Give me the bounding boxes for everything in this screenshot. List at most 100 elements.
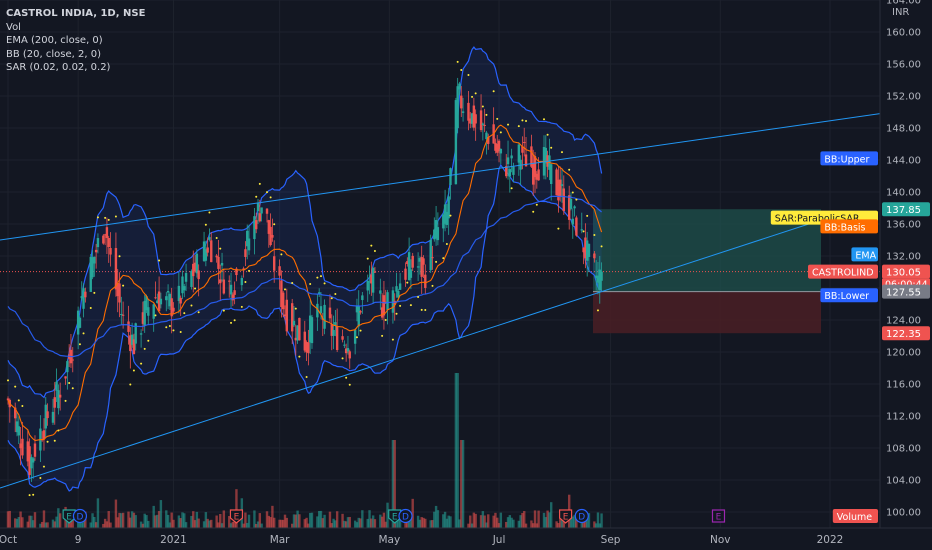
candle-body <box>368 281 371 283</box>
candle-body <box>328 307 332 319</box>
volume-bar <box>555 521 558 528</box>
sar-dot <box>420 308 423 311</box>
sar-dot <box>230 321 233 324</box>
volume-bar <box>316 516 319 528</box>
event-marker-E[interactable]: E <box>558 509 573 524</box>
legend-sar[interactable]: SAR (0.02, 0.02, 0.2) <box>6 62 111 73</box>
sar-dot <box>215 237 218 240</box>
sar-dot <box>248 269 251 272</box>
event-marker-D[interactable]: D <box>398 508 413 524</box>
bb-upper-line <box>7 46 603 399</box>
currency-label: INR <box>892 7 909 18</box>
candle-body <box>147 307 150 316</box>
volume-bar <box>537 510 540 528</box>
volume-bar <box>19 511 22 528</box>
axis-tag-text: 122.35 <box>886 329 921 340</box>
price-tick-label: 136.00 <box>886 220 921 231</box>
candle-body <box>508 169 512 177</box>
candle-body <box>544 147 548 164</box>
event-marker-D[interactable]: D <box>574 508 589 524</box>
candle-body <box>573 206 576 209</box>
indicator-label: BB:Upper <box>820 151 878 166</box>
sar-dot <box>165 326 168 329</box>
volume-bar <box>373 519 377 528</box>
volume-bar <box>393 440 396 528</box>
dividend-shape <box>574 508 589 524</box>
legend-symbol-title[interactable]: CASTROL INDIA, 1D, NSE <box>6 8 146 19</box>
candle-body <box>562 188 565 212</box>
sar-dot <box>96 216 99 219</box>
candle-body <box>585 240 589 261</box>
trendlines[interactable] <box>0 113 881 489</box>
volume-bar <box>494 512 497 528</box>
volume-bar <box>8 510 11 528</box>
sar-dot <box>593 233 596 236</box>
candle-body <box>469 118 472 124</box>
volume-bar <box>573 514 576 528</box>
sar-dot <box>71 387 74 390</box>
event-marker-D[interactable]: D <box>72 508 88 524</box>
candle-body <box>229 284 233 295</box>
event-marker-E[interactable]: E <box>229 509 244 524</box>
volume-bar <box>156 514 159 528</box>
sar-dot <box>557 227 560 230</box>
price-tick-label: 132.00 <box>886 252 921 263</box>
volume-bar <box>487 514 490 528</box>
volume-bar <box>120 513 123 528</box>
event-marker-E[interactable]: E <box>62 509 76 524</box>
legend-bb[interactable]: BB (20, close, 2, 0) <box>6 48 101 60</box>
candle-body <box>64 376 67 379</box>
candle-body <box>285 299 288 332</box>
candle-body <box>80 296 83 299</box>
time-axis[interactable]: Oct 9 2021 Mar May Jul Sep Nov 2022 <box>0 527 932 550</box>
volume-bar <box>368 510 371 528</box>
event-marker-E[interactable]: E <box>711 509 726 523</box>
event-marker-E[interactable]: E <box>388 509 402 524</box>
candle-body <box>55 381 58 391</box>
candle-body <box>121 314 125 316</box>
indicator-lines <box>7 124 603 442</box>
volume-bar <box>30 515 33 528</box>
legend-volume[interactable]: Vol <box>6 21 21 33</box>
volume-bar <box>303 519 306 528</box>
volume-bar <box>255 523 258 528</box>
axis-tag-text: 127.55 <box>886 288 921 299</box>
volume-bar <box>506 517 510 528</box>
volume-bar <box>406 518 409 528</box>
candle-body <box>487 137 490 144</box>
indicator-label-text: BB:Lower <box>824 291 869 302</box>
candle-body <box>359 311 362 313</box>
candle-body <box>458 83 461 90</box>
volume-bar <box>431 520 434 528</box>
sar-dot <box>481 105 484 108</box>
volume-bar <box>118 512 121 528</box>
sar-dot <box>179 330 182 333</box>
candle-body <box>76 310 80 335</box>
candle-body <box>30 457 33 469</box>
indicator-label-text: EMA <box>855 250 876 261</box>
axis-tag-bg <box>882 326 930 341</box>
candle-body <box>107 238 110 248</box>
sar-dot <box>269 196 272 199</box>
candle-body <box>386 292 389 311</box>
sar-dot <box>435 260 438 263</box>
bb-fill <box>8 47 602 491</box>
volume-bar <box>165 510 168 528</box>
volume-bar <box>542 512 546 528</box>
long-position-tool[interactable] <box>0 209 880 334</box>
sar-dot <box>445 242 448 245</box>
price-axis[interactable]: 100.00 104.00 108.00 112.00 116.00 120.00 124.… <box>879 0 932 550</box>
candle-body <box>558 179 562 198</box>
sar-dot <box>431 284 434 287</box>
sar-dot <box>57 429 60 432</box>
legend-ema[interactable]: EMA (200, close, 0) <box>6 35 103 46</box>
candle-body <box>244 249 247 257</box>
candle-body <box>253 216 256 240</box>
price-tick-label: 160.00 <box>886 28 921 39</box>
volume-bar <box>571 516 574 528</box>
volume-bar <box>102 523 105 528</box>
candle-body <box>46 411 49 419</box>
